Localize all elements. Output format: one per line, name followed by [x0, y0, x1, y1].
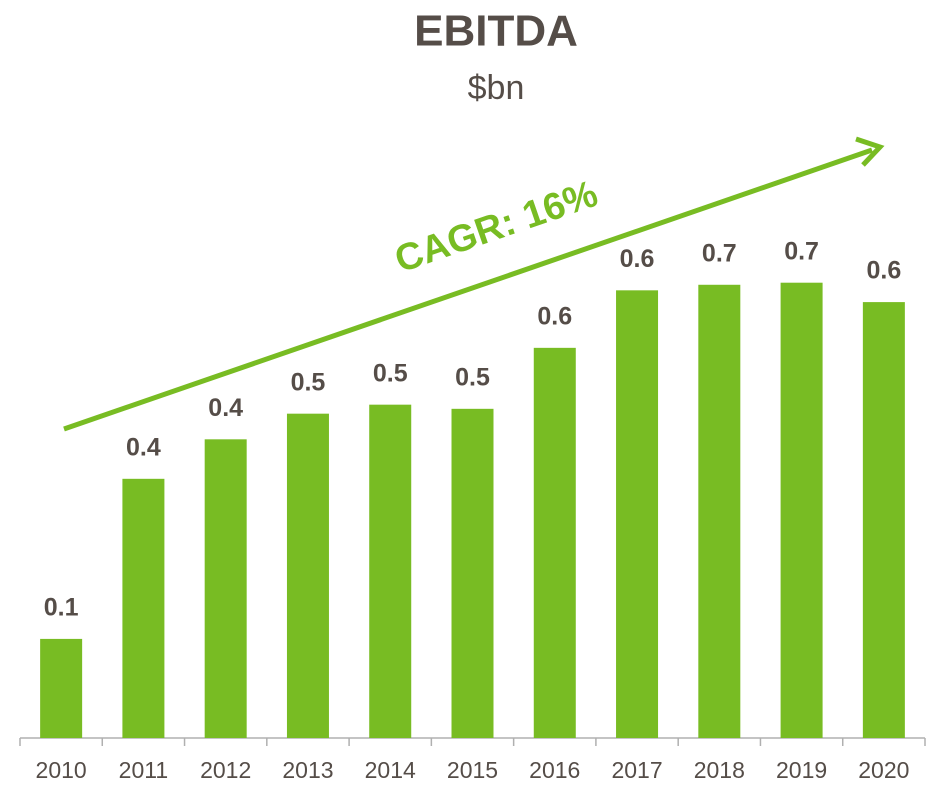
x-tick-label: 2018	[694, 757, 745, 783]
bar	[862, 302, 905, 738]
value-label: 0.1	[44, 594, 79, 622]
value-label: 0.4	[208, 394, 243, 422]
bar	[780, 282, 823, 738]
bar	[451, 408, 494, 738]
bar	[122, 478, 165, 738]
arrow-line	[63, 147, 873, 432]
bar	[533, 347, 576, 738]
value-label: 0.4	[126, 433, 161, 461]
bar	[286, 413, 329, 738]
bar	[204, 439, 247, 738]
value-label: 0.7	[702, 239, 737, 267]
x-tick-label: 2015	[447, 757, 498, 783]
chart-subtitle: $bn	[468, 69, 525, 107]
x-tick-label: 2019	[776, 757, 827, 783]
value-label: 0.5	[455, 363, 490, 391]
value-label: 0.5	[373, 359, 408, 387]
x-tick-label: 2020	[858, 757, 909, 783]
x-tick-label: 2013	[282, 757, 333, 783]
value-label: 0.6	[620, 245, 655, 273]
bar	[40, 638, 83, 738]
value-label: 0.7	[784, 237, 819, 265]
x-tick-label: 2011	[119, 757, 168, 783]
x-tick-label: 2014	[365, 757, 416, 783]
x-tick-label: 2012	[200, 757, 251, 783]
bar	[698, 284, 741, 738]
chart-title: EBITDA	[414, 7, 578, 56]
cagr-annotation: CAGR: 16%	[390, 173, 603, 281]
x-tick-label: 2010	[36, 757, 87, 783]
value-label: 0.6	[537, 302, 572, 330]
value-label: 0.6	[866, 257, 901, 285]
x-tick-label: 2017	[611, 757, 662, 783]
bar	[369, 404, 412, 738]
bar	[616, 290, 659, 738]
arrow-head	[855, 136, 885, 167]
trend-arrow	[63, 136, 885, 432]
x-tick-label: 2016	[529, 757, 580, 783]
value-label: 0.5	[291, 368, 326, 396]
